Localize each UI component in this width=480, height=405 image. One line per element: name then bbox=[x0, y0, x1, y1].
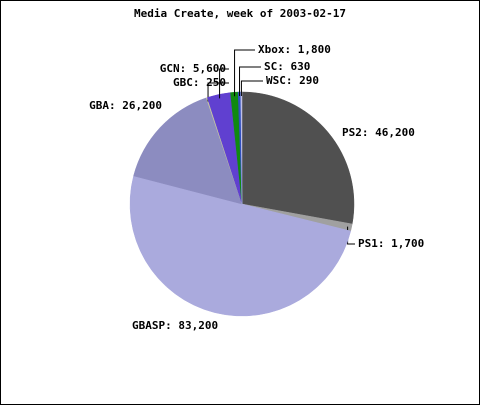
data-label: GCN: 5,600 bbox=[160, 62, 226, 75]
data-label: GBC: 250 bbox=[173, 76, 226, 89]
leader-line bbox=[240, 80, 263, 97]
data-label: SC: 630 bbox=[264, 60, 310, 73]
pie-slice bbox=[133, 97, 243, 205]
chart-title: Media Create, week of 2003-02-17 bbox=[134, 7, 346, 20]
data-label: WSC: 290 bbox=[266, 74, 319, 87]
pie-slice bbox=[129, 175, 351, 317]
pie-slice bbox=[241, 91, 355, 225]
data-label: PS1: 1,700 bbox=[358, 237, 424, 250]
leader-line bbox=[234, 49, 255, 97]
data-label: Xbox: 1,800 bbox=[258, 43, 331, 56]
data-label: GBA: 26,200 bbox=[89, 99, 162, 112]
leader-line bbox=[239, 66, 261, 97]
data-label: PS2: 46,200 bbox=[342, 126, 415, 139]
leader-line bbox=[219, 68, 229, 99]
data-label: GBASP: 83,200 bbox=[132, 319, 218, 332]
leader-line bbox=[207, 82, 229, 102]
